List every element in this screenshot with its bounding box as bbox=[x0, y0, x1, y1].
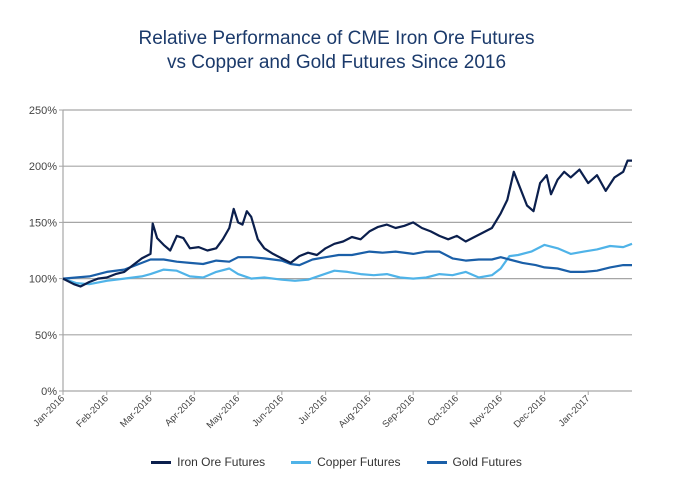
x-tick-label: Oct-2016 bbox=[426, 393, 461, 428]
legend-swatch-gold bbox=[426, 460, 447, 464]
x-tick-label: Feb-2016 bbox=[74, 393, 111, 430]
y-tick-label: 250% bbox=[29, 105, 57, 117]
gridlines bbox=[63, 109, 632, 392]
series-line-gold-futures bbox=[62, 250, 632, 280]
x-tick-label: Jan-2016 bbox=[31, 393, 67, 429]
y-tick-label: 50% bbox=[35, 330, 57, 342]
legend-label-iron-ore: Iron Ore Futures bbox=[177, 455, 266, 469]
series-line-iron-ore-futures bbox=[62, 159, 632, 288]
series-line-copper-futures bbox=[62, 242, 633, 286]
x-tick-label: Apr-2016 bbox=[163, 393, 198, 428]
y-tick-label: 150% bbox=[29, 217, 57, 229]
legend-label-copper: Copper Futures bbox=[317, 455, 401, 469]
y-tick-label: 0% bbox=[41, 386, 57, 398]
x-tick-label: Dec-2016 bbox=[512, 393, 549, 430]
x-tick-label: Jan-2017 bbox=[557, 393, 593, 429]
legend-item-copper: Copper Futures bbox=[291, 455, 401, 469]
y-axis-ticks: 0% 50% 100% 150% 200% 250% bbox=[29, 105, 63, 398]
x-axis-ticks: Jan-2016 Feb-2016 Mar-2016 Apr-2016 May-2016… bbox=[31, 391, 592, 431]
legend-item-iron-ore: Iron Ore Futures bbox=[151, 455, 265, 469]
x-tick-label: Mar-2016 bbox=[118, 393, 155, 430]
legend-label-gold: Gold Futures bbox=[452, 455, 522, 469]
x-tick-label: Jul-2016 bbox=[296, 393, 330, 427]
x-tick-label: May-2016 bbox=[205, 393, 243, 431]
x-tick-label: Nov-2016 bbox=[468, 393, 505, 430]
series-lines bbox=[62, 159, 633, 288]
legend-swatch-iron-ore bbox=[151, 460, 172, 464]
chart-title-line-2: vs Copper and Gold Futures Since 2016 bbox=[166, 52, 507, 73]
y-tick-label: 200% bbox=[29, 161, 57, 173]
legend-item-gold: Gold Futures bbox=[426, 455, 522, 469]
x-tick-label: Aug-2016 bbox=[337, 393, 374, 430]
y-tick-label: 100% bbox=[29, 274, 57, 286]
legend-swatch-copper bbox=[291, 460, 312, 464]
x-tick-label: Jun-2016 bbox=[250, 393, 286, 429]
chart-title: Relative Performance of CME Iron Ore Fut… bbox=[0, 27, 673, 75]
legend: Iron Ore Futures Copper Futures Gold Fut… bbox=[0, 455, 673, 469]
chart-title-line-1: Relative Performance of CME Iron Ore Fut… bbox=[138, 28, 535, 49]
x-tick-label: Sep-2016 bbox=[380, 393, 417, 430]
